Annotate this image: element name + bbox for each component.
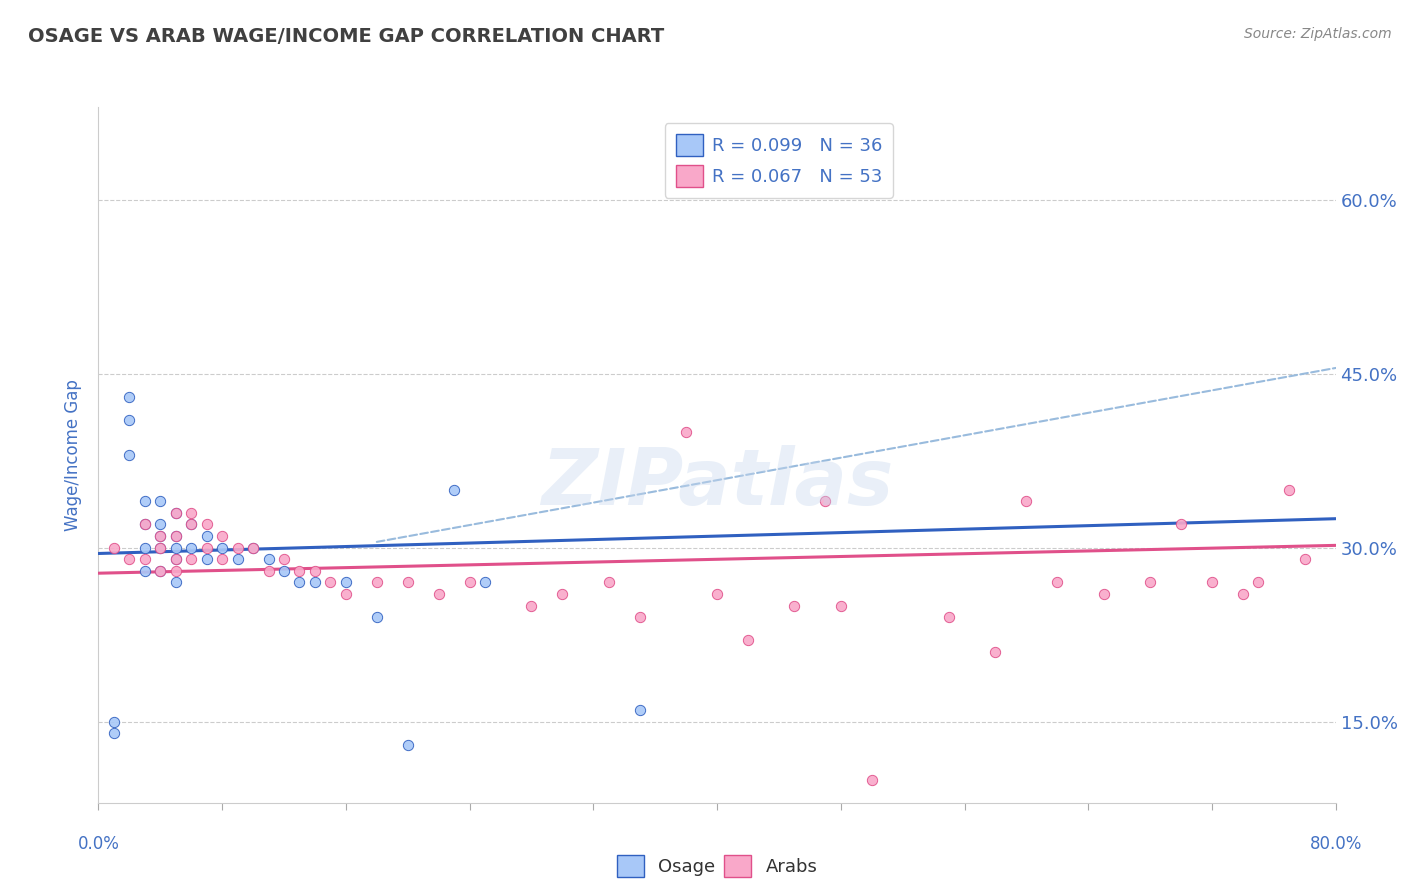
- Point: [984, 645, 1007, 659]
- Point: [706, 587, 728, 601]
- Point: [551, 587, 574, 601]
- Point: [628, 610, 651, 624]
- Point: [675, 425, 697, 439]
- Point: [1170, 517, 1192, 532]
- Point: [443, 483, 465, 497]
- Text: Source: ZipAtlas.com: Source: ZipAtlas.com: [1244, 27, 1392, 41]
- Point: [195, 552, 218, 566]
- Point: [211, 552, 233, 566]
- Point: [1092, 587, 1115, 601]
- Point: [335, 587, 357, 601]
- Point: [242, 541, 264, 555]
- Point: [134, 517, 156, 532]
- Point: [427, 587, 450, 601]
- Point: [288, 564, 311, 578]
- Point: [149, 517, 172, 532]
- Point: [257, 564, 280, 578]
- Point: [180, 552, 202, 566]
- Point: [814, 494, 837, 508]
- Point: [103, 541, 125, 555]
- Point: [134, 541, 156, 555]
- Point: [335, 575, 357, 590]
- Point: [211, 541, 233, 555]
- Point: [149, 564, 172, 578]
- Point: [195, 529, 218, 543]
- Point: [628, 703, 651, 717]
- Point: [396, 575, 419, 590]
- Point: [195, 541, 218, 555]
- Point: [257, 552, 280, 566]
- Point: [118, 413, 141, 427]
- Point: [598, 575, 620, 590]
- Point: [149, 494, 172, 508]
- Point: [180, 517, 202, 532]
- Text: 0.0%: 0.0%: [77, 835, 120, 854]
- Text: 80.0%: 80.0%: [1309, 835, 1362, 854]
- Point: [134, 517, 156, 532]
- Point: [195, 517, 218, 532]
- Point: [165, 552, 187, 566]
- Point: [226, 552, 249, 566]
- Point: [103, 714, 125, 729]
- Point: [242, 541, 264, 555]
- Point: [1232, 587, 1254, 601]
- Point: [1278, 483, 1301, 497]
- Point: [149, 529, 172, 543]
- Point: [366, 610, 388, 624]
- Point: [396, 738, 419, 752]
- Point: [134, 552, 156, 566]
- Point: [830, 599, 852, 613]
- Point: [118, 390, 141, 404]
- Y-axis label: Wage/Income Gap: Wage/Income Gap: [65, 379, 83, 531]
- Point: [474, 575, 496, 590]
- Point: [165, 541, 187, 555]
- Point: [938, 610, 960, 624]
- Point: [1247, 575, 1270, 590]
- Point: [165, 552, 187, 566]
- Point: [149, 541, 172, 555]
- Point: [1201, 575, 1223, 590]
- Point: [304, 575, 326, 590]
- Text: OSAGE VS ARAB WAGE/INCOME GAP CORRELATION CHART: OSAGE VS ARAB WAGE/INCOME GAP CORRELATIO…: [28, 27, 665, 45]
- Legend: Osage, Arabs: Osage, Arabs: [609, 847, 825, 884]
- Point: [165, 575, 187, 590]
- Point: [1139, 575, 1161, 590]
- Point: [118, 552, 141, 566]
- Point: [273, 552, 295, 566]
- Text: ZIPatlas: ZIPatlas: [541, 445, 893, 521]
- Point: [149, 529, 172, 543]
- Point: [1046, 575, 1069, 590]
- Point: [165, 564, 187, 578]
- Point: [165, 529, 187, 543]
- Point: [149, 564, 172, 578]
- Point: [180, 506, 202, 520]
- Point: [165, 506, 187, 520]
- Point: [860, 772, 883, 787]
- Point: [783, 599, 806, 613]
- Point: [180, 541, 202, 555]
- Point: [1294, 552, 1316, 566]
- Point: [149, 541, 172, 555]
- Point: [103, 726, 125, 740]
- Point: [520, 599, 543, 613]
- Point: [180, 517, 202, 532]
- Point: [273, 564, 295, 578]
- Point: [211, 529, 233, 543]
- Point: [737, 633, 759, 648]
- Point: [288, 575, 311, 590]
- Point: [1015, 494, 1038, 508]
- Point: [366, 575, 388, 590]
- Point: [458, 575, 481, 590]
- Point: [319, 575, 342, 590]
- Point: [165, 529, 187, 543]
- Point: [118, 448, 141, 462]
- Point: [134, 564, 156, 578]
- Point: [304, 564, 326, 578]
- Point: [165, 506, 187, 520]
- Point: [226, 541, 249, 555]
- Point: [134, 494, 156, 508]
